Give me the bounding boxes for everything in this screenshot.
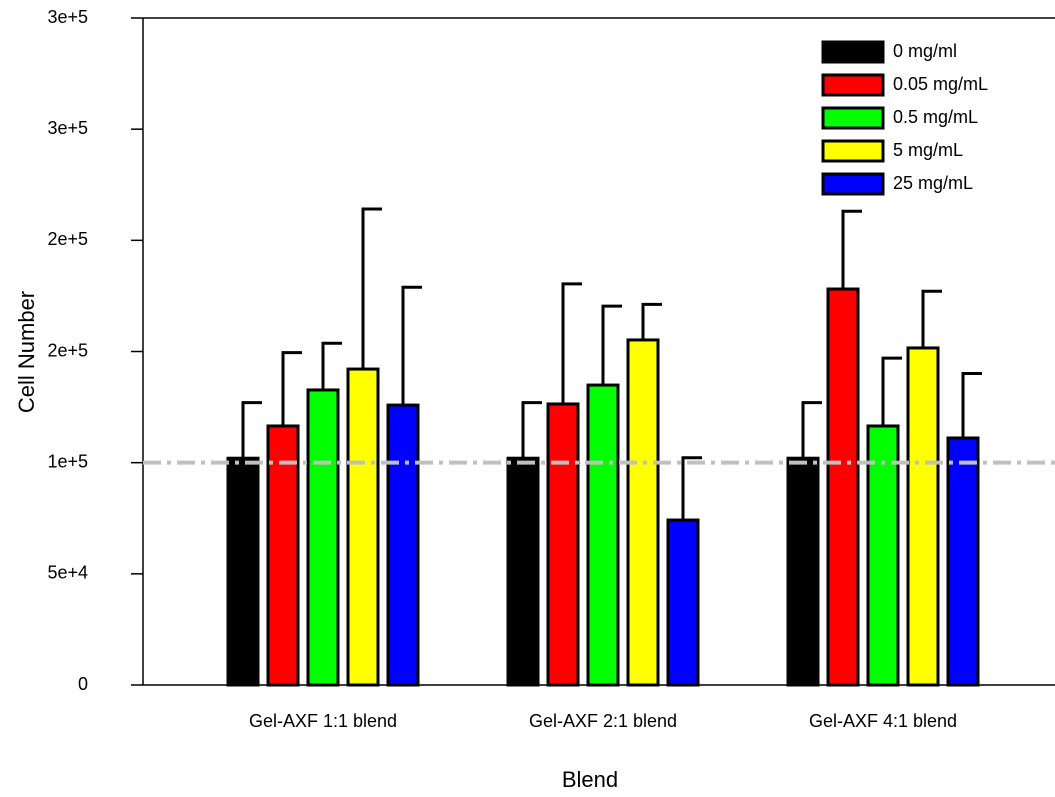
y-tick-label: 3e+5 [47, 118, 88, 138]
bar [506, 456, 540, 687]
bar [946, 436, 980, 687]
y-tick-label: 3e+5 [47, 7, 88, 27]
legend-label: 5 mg/mL [893, 140, 963, 160]
bar [306, 388, 340, 687]
x-tick-label: Gel-AXF 2:1 blend [529, 711, 677, 731]
legend-label: 0 mg/ml [893, 41, 957, 61]
bar [866, 424, 900, 687]
bar [906, 346, 940, 687]
bar [586, 383, 620, 687]
legend-label: 0.05 mg/mL [893, 74, 988, 94]
y-tick-label: 2e+5 [47, 229, 88, 249]
bar [546, 402, 580, 687]
bar [346, 367, 380, 687]
legend-swatch [821, 40, 885, 64]
bar [786, 456, 820, 687]
legend-swatch [821, 139, 885, 163]
legend-swatch [821, 106, 885, 130]
y-tick-label: 0 [78, 674, 88, 694]
y-tick-label: 2e+5 [47, 340, 88, 360]
y-tick-label: 5e+4 [47, 563, 88, 583]
legend-swatch [821, 73, 885, 97]
x-tick-label: Gel-AXF 4:1 blend [809, 711, 957, 731]
legend-swatch [821, 172, 885, 196]
x-tick-label: Gel-AXF 1:1 blend [249, 711, 397, 731]
bar [266, 424, 300, 687]
bar [666, 518, 700, 687]
bar [626, 338, 660, 687]
legend-label: 0.5 mg/mL [893, 107, 978, 127]
x-axis-title: Blend [562, 767, 618, 792]
legend-label: 25 mg/mL [893, 173, 973, 193]
y-axis-title: Cell Number [14, 291, 39, 413]
bar [386, 403, 420, 687]
y-tick-label: 1e+5 [47, 451, 88, 471]
bar [226, 456, 260, 687]
bar [826, 287, 860, 687]
